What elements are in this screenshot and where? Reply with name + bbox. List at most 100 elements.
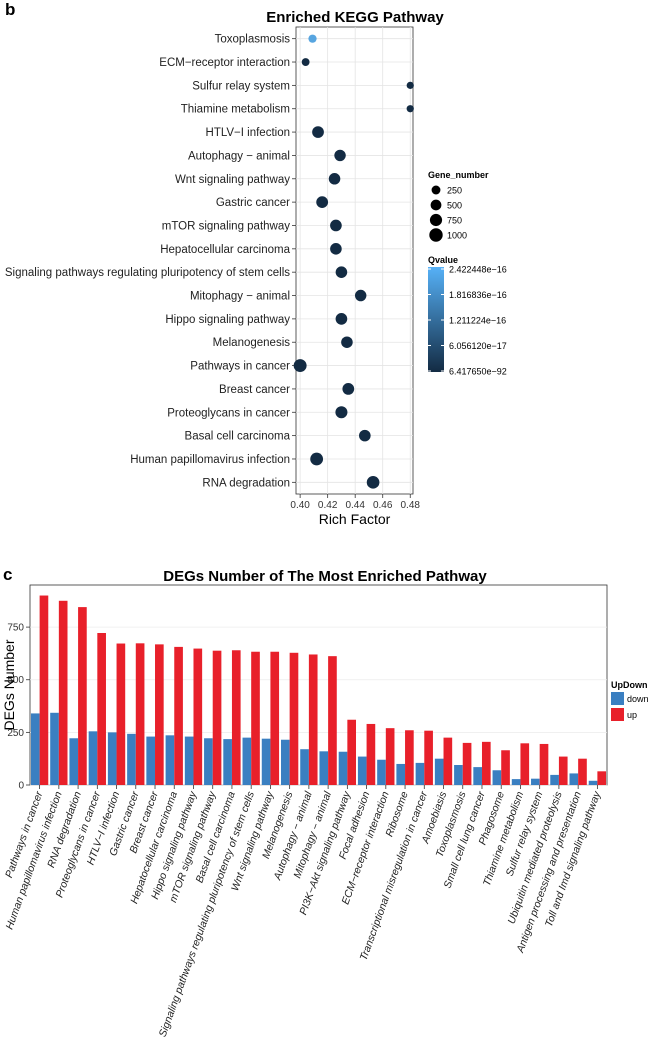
data-point [406, 81, 414, 89]
size-legend-key [431, 185, 441, 195]
bar-up [193, 648, 203, 785]
y-tick-label: Basal cell carcinoma [185, 431, 291, 443]
bar-down [377, 759, 386, 785]
bar-down [204, 738, 213, 785]
y-tick-label: 250 [7, 728, 24, 739]
y-tick-label: Pathways in cancer [190, 361, 290, 373]
bar-up [78, 607, 87, 785]
y-axis-label: DEGs Number [1, 639, 17, 730]
color-legend-label: 1.816836e−16 [449, 290, 507, 300]
y-tick-label: mTOR signaling pathway [162, 220, 291, 232]
data-point [330, 243, 342, 255]
bar-legend-title: UpDown [611, 680, 648, 690]
bar-down [357, 756, 367, 785]
color-legend-title: Qvalue [428, 255, 458, 265]
y-tick-label: Toxoplasmosis [215, 34, 291, 46]
data-point [366, 476, 380, 489]
bar-down [107, 732, 117, 785]
size-legend-title: Gene_number [428, 170, 489, 180]
y-tick-label: RNA degradation [202, 477, 290, 489]
bar-down [242, 737, 252, 785]
color-legend-label: 2.422448e−16 [449, 265, 507, 275]
bar-down [511, 779, 521, 785]
degs-bar-chart: c DEGs Number of The Most Enriched Pathwa… [1, 565, 649, 1039]
kegg-dot-plot: b Enriched KEGG Pathway Toxoplasmosis ECM−r… [5, 0, 507, 527]
bar-up [558, 756, 568, 785]
bar-legend-key [611, 692, 624, 705]
bar-down [338, 751, 348, 785]
bar-down [454, 765, 463, 785]
size-legend-key [429, 228, 443, 242]
bar-up [155, 644, 164, 785]
y-tick-label: 0 [18, 781, 24, 792]
data-point [312, 126, 324, 138]
bar-up [366, 723, 376, 785]
bar-down [184, 736, 194, 785]
bar-down [473, 767, 482, 785]
bar-up [424, 730, 433, 785]
data-point [354, 289, 367, 302]
bar-down [550, 774, 559, 785]
y-tick-label: Proteoglycans in cancer [167, 407, 290, 419]
panel-label-b: b [5, 0, 15, 19]
data-point [334, 149, 346, 162]
bar-down [434, 758, 444, 785]
bar-up [308, 654, 318, 785]
data-point [293, 359, 307, 373]
data-point [301, 58, 310, 66]
bar-up [58, 600, 68, 785]
size-legend-label: 500 [447, 201, 462, 211]
bar-down [30, 713, 40, 785]
data-point [335, 266, 348, 278]
bar-up [251, 651, 260, 785]
bar-down [261, 738, 271, 785]
y-tick-label: Hepatocellular carcinoma [160, 244, 290, 256]
x-axis-label: Rich Factor [319, 511, 391, 527]
data-point [359, 429, 371, 442]
y-tick-label: HTLV−I infection [206, 127, 290, 139]
y-tick-label: Wnt signaling pathway [175, 174, 290, 186]
bar-down [588, 780, 598, 785]
bar-up [347, 719, 357, 785]
y-tick-label: ECM−receptor interaction [159, 57, 290, 69]
bar-up [520, 743, 530, 785]
y-tick-label: Gastric cancer [216, 197, 290, 209]
y-tick-label: Autophagy − animal [188, 150, 290, 162]
bar-down [415, 762, 425, 785]
y-tick-label: 500 [7, 675, 24, 686]
color-legend-label: 1.211224e−16 [449, 316, 506, 326]
bar-down [280, 739, 290, 785]
bar-legend-label: down [627, 694, 649, 704]
bar-down [319, 751, 329, 785]
x-tick-label: Signaling pathways regulating pluripoten… [157, 789, 258, 1038]
bar-up [597, 771, 607, 785]
x-tick-label: 0.42 [318, 500, 338, 511]
bar-up [39, 595, 49, 785]
data-point [330, 219, 342, 232]
bar-up [578, 758, 587, 785]
bar-up [328, 656, 337, 785]
y-tick-label: 750 [7, 623, 24, 634]
bar-up [212, 650, 222, 785]
bar-up [289, 652, 299, 785]
y-tick-label: Melanogenesis [213, 337, 291, 349]
x-tick-label: 0.48 [401, 500, 421, 511]
size-legend-key [429, 213, 443, 227]
chart-title: DEGs Number of The Most Enriched Pathway [163, 568, 487, 585]
bar-up [385, 728, 395, 785]
bar-up [501, 750, 510, 785]
data-point [341, 336, 353, 348]
data-point [316, 196, 329, 209]
bar-down [88, 731, 98, 785]
bar-legend-label: up [627, 710, 637, 720]
bar-legend-key [611, 708, 624, 721]
bar-up [462, 742, 472, 785]
data-point [310, 452, 324, 466]
plot-area [295, 26, 414, 495]
size-legend-label: 250 [447, 186, 462, 196]
data-point [335, 313, 348, 325]
bar-up [539, 743, 549, 785]
y-tick-label: Thiamine metabolism [181, 104, 290, 116]
size-legend-label: 1000 [447, 231, 467, 241]
